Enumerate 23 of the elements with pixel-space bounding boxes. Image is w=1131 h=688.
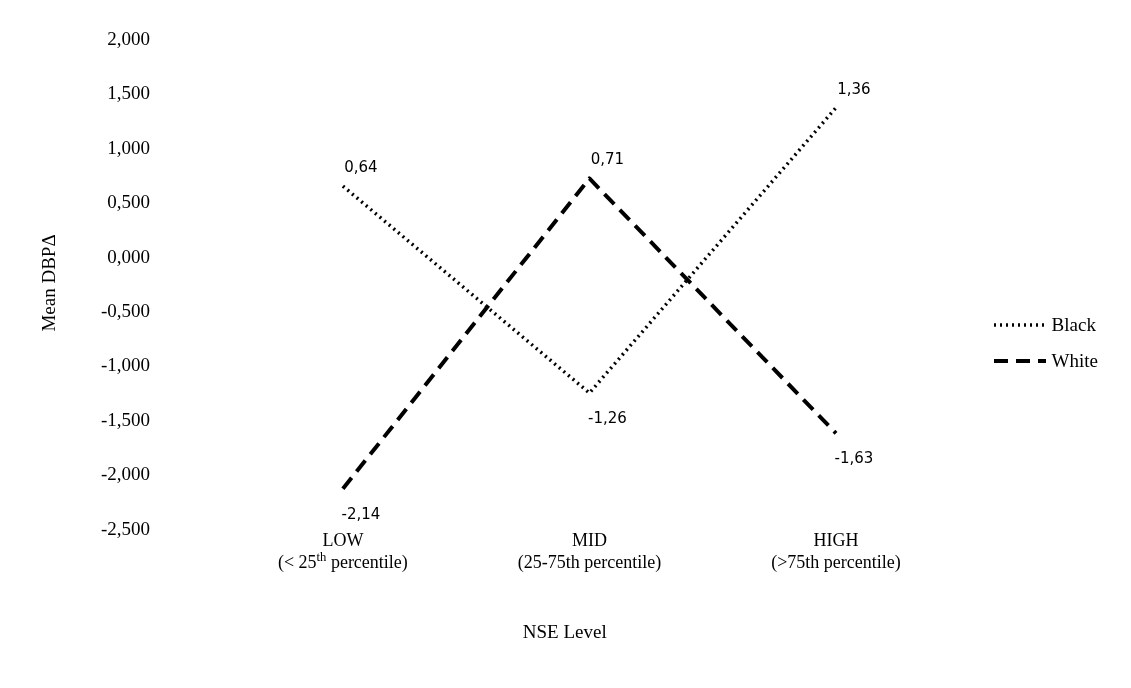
y-axis-title: Mean DBPΔ bbox=[37, 234, 59, 332]
y-tick-label: -1,000 bbox=[100, 354, 150, 376]
legend-label: White bbox=[1051, 350, 1098, 372]
y-tick-label: 2,000 bbox=[107, 27, 150, 49]
y-tick-label: -1,500 bbox=[100, 408, 150, 430]
data-label: 0,64 bbox=[344, 158, 378, 177]
data-label: -2,14 bbox=[341, 504, 381, 523]
legend-label: Black bbox=[1051, 314, 1096, 336]
y-tick-label: -2,500 bbox=[100, 517, 150, 539]
y-tick-label: 1,500 bbox=[107, 82, 150, 104]
data-label: 0,71 bbox=[590, 150, 625, 169]
y-tick-label: -0,500 bbox=[100, 299, 150, 321]
data-label: -1,63 bbox=[834, 449, 874, 468]
y-tick-label: 0,500 bbox=[107, 191, 150, 213]
x-tick-label: MID (25-75th percentile) bbox=[517, 530, 662, 573]
y-tick-label: 1,000 bbox=[107, 136, 150, 158]
x-axis-title: NSE Level bbox=[522, 621, 607, 642]
y-tick-label: 0,000 bbox=[107, 245, 150, 267]
x-tick-label: HIGH (>75th percentile) bbox=[771, 530, 901, 573]
data-label: 1,36 bbox=[837, 79, 871, 98]
y-tick-label: -2,000 bbox=[100, 463, 150, 485]
data-label: -1,26 bbox=[588, 408, 627, 427]
x-tick-label: LOW (< 25$^{th}$ percentile) bbox=[277, 530, 408, 573]
